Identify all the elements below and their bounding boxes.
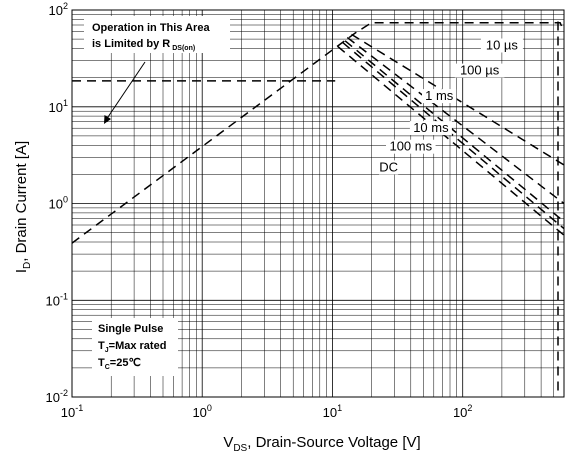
curve-label-bg	[422, 89, 457, 104]
y-tick-label: 101	[49, 98, 68, 115]
series-line	[344, 40, 565, 223]
x-tick-label: 101	[323, 403, 342, 420]
x-tick-label: 100	[192, 403, 211, 420]
y-tick-label: 100	[49, 195, 68, 212]
curve-label: 100 ms	[389, 139, 432, 154]
curve-label-bg	[480, 38, 523, 53]
series-layer	[71, 21, 565, 397]
curve-labels: 10 µs 100 µs 1 ms 10 ms 100 ms DC	[379, 38, 523, 175]
y-tick-label: 10-1	[46, 291, 68, 308]
area-note-arrowhead	[104, 115, 111, 124]
curve-label-bg	[409, 121, 452, 136]
series-line	[71, 21, 565, 244]
curve-label: DC	[379, 159, 398, 174]
x-axis-title: VDS, Drain-Source Voltage [V]	[223, 434, 420, 454]
area-note-line2: is Limited by R DS(on)	[92, 38, 195, 52]
x-tick-label: 10-1	[61, 403, 83, 420]
curve-label-bg	[454, 63, 505, 78]
y-tick-label: 102	[49, 1, 68, 18]
y-axis-title: ID, Drain Current [A]	[13, 141, 33, 273]
area-note-line1: Operation in This Area	[92, 22, 210, 34]
curve-label: 10 ms	[413, 120, 449, 135]
series-line	[342, 42, 565, 230]
y-tick-label: 10-2	[46, 388, 68, 405]
series-line	[337, 45, 565, 236]
area-note-bg	[84, 16, 230, 53]
x-tick-label: 102	[453, 403, 472, 420]
pulse-note-tc: TC=25℃	[98, 357, 141, 371]
curve-label-bg	[379, 160, 399, 175]
x-tick-labels: 10-1 100 101 102	[61, 403, 473, 420]
area-note-arrow	[105, 61, 146, 121]
curve-label: 1 ms	[425, 88, 454, 103]
plot-frame	[71, 9, 565, 398]
grid-lines	[71, 10, 565, 398]
series-line	[346, 36, 565, 205]
series-line	[351, 33, 565, 166]
pulse-note-line1: Single Pulse	[98, 323, 163, 335]
pulse-note-bg	[92, 318, 178, 376]
curve-label: 10 µs	[486, 38, 519, 53]
pulse-note-tj: TJ=Max rated	[98, 340, 166, 354]
y-tick-labels: 10-2 10-1 100 101 102	[46, 1, 68, 405]
annotations: Operation in This Area is Limited by R DS(…	[84, 16, 230, 376]
curve-label-bg	[386, 139, 436, 154]
curve-label: 100 µs	[460, 63, 500, 78]
